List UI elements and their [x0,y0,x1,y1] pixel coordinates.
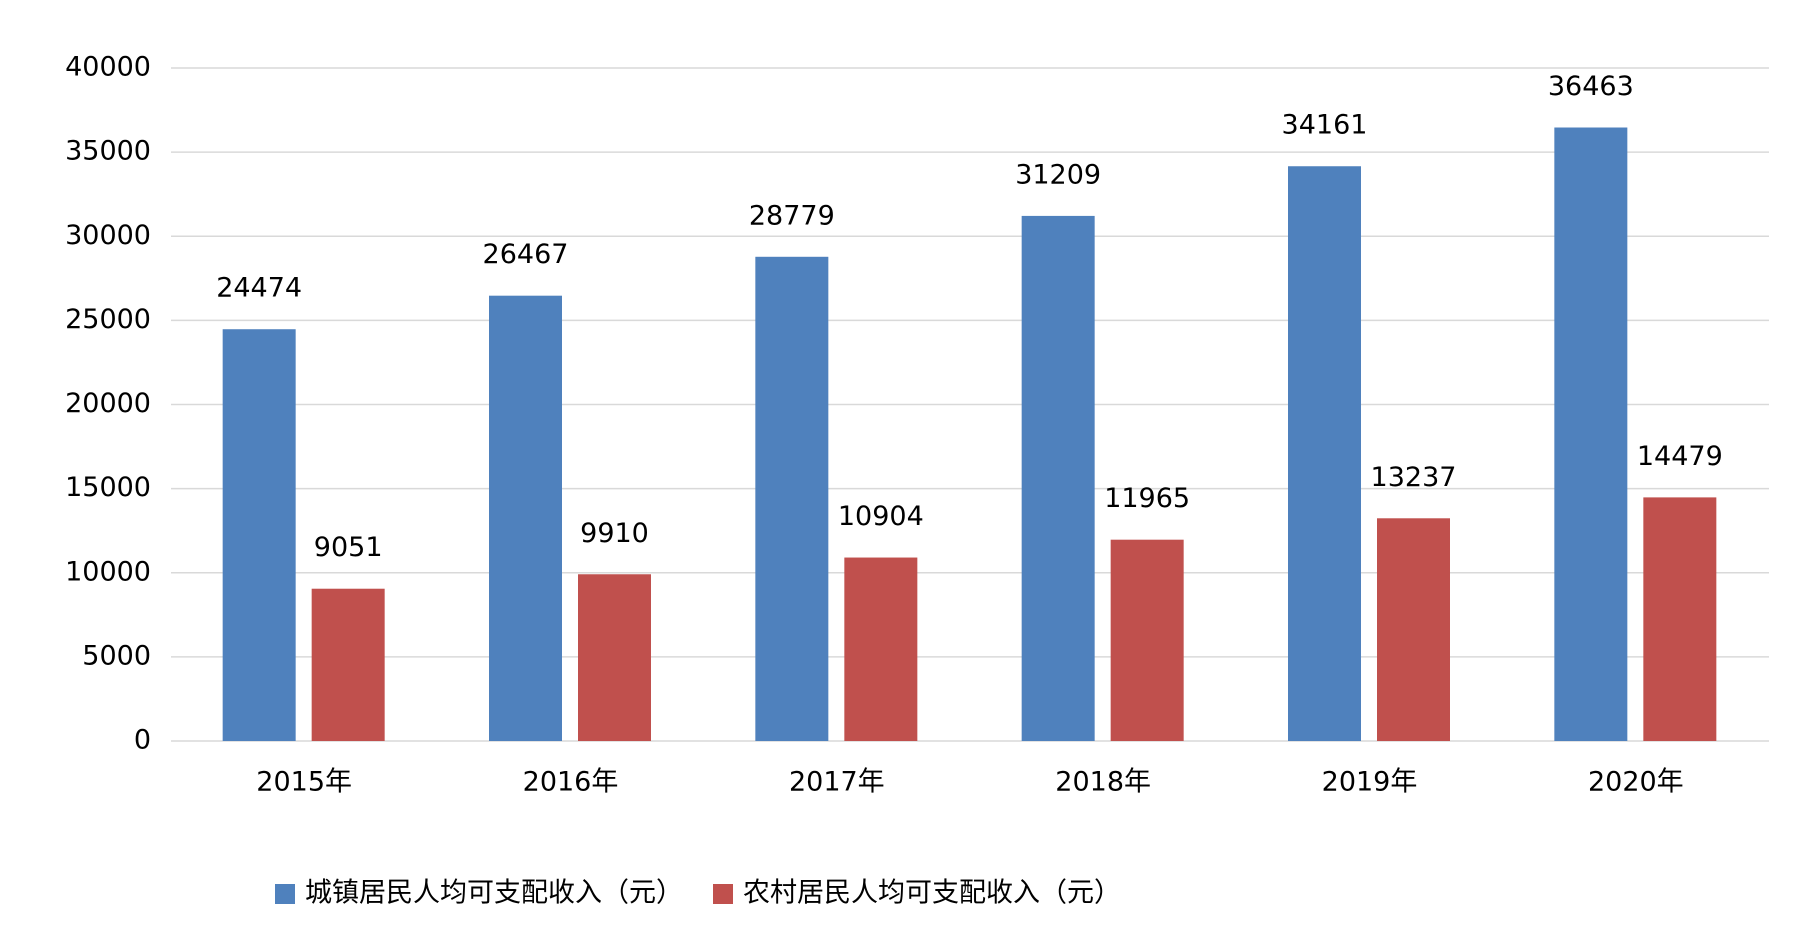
y-tick-label: 15000 [65,472,151,503]
x-tick-label: 2020年 [1588,767,1684,798]
legend-label: 城镇居民人均可支配收入（元） [305,878,683,909]
value-label: 9910 [580,518,649,549]
x-tick-label: 2018年 [1055,767,1151,798]
value-label: 28779 [749,200,835,231]
y-tick-label: 20000 [65,388,151,419]
value-label: 26467 [483,239,569,270]
legend-label: 农村居民人均可支配收入（元） [743,878,1121,909]
value-label: 11965 [1104,483,1190,514]
bar [489,295,562,741]
bar [1021,215,1095,741]
bar [844,557,918,741]
legend-swatch [713,884,733,904]
y-tick-label: 40000 [65,52,151,83]
value-label: 9051 [314,532,383,563]
bar [755,256,829,741]
bar [222,329,296,741]
x-tick-label: 2019年 [1322,767,1418,798]
x-tick-label: 2015年 [256,767,352,798]
value-label: 31209 [1015,159,1101,190]
value-label: 36463 [1548,71,1634,102]
bar [1643,497,1717,741]
bar [1377,518,1450,741]
y-tick-label: 5000 [82,640,151,671]
value-label: 14479 [1637,441,1723,472]
y-tick-label: 35000 [65,136,151,167]
y-tick-label: 10000 [65,556,151,587]
y-tick-label: 0 [134,725,151,756]
x-tick-label: 2016年 [523,767,619,798]
value-label: 13237 [1371,462,1457,493]
legend-swatch [275,884,295,904]
bar [1554,127,1628,742]
value-label: 34161 [1282,110,1368,141]
bar [1288,166,1361,741]
value-label: 10904 [838,501,924,532]
y-tick-label: 30000 [65,220,151,251]
bar [578,574,651,741]
bar [311,588,385,741]
value-label: 24474 [216,273,302,304]
bar [1110,539,1184,741]
x-tick-label: 2017年 [789,767,885,798]
y-tick-label: 25000 [65,304,151,335]
